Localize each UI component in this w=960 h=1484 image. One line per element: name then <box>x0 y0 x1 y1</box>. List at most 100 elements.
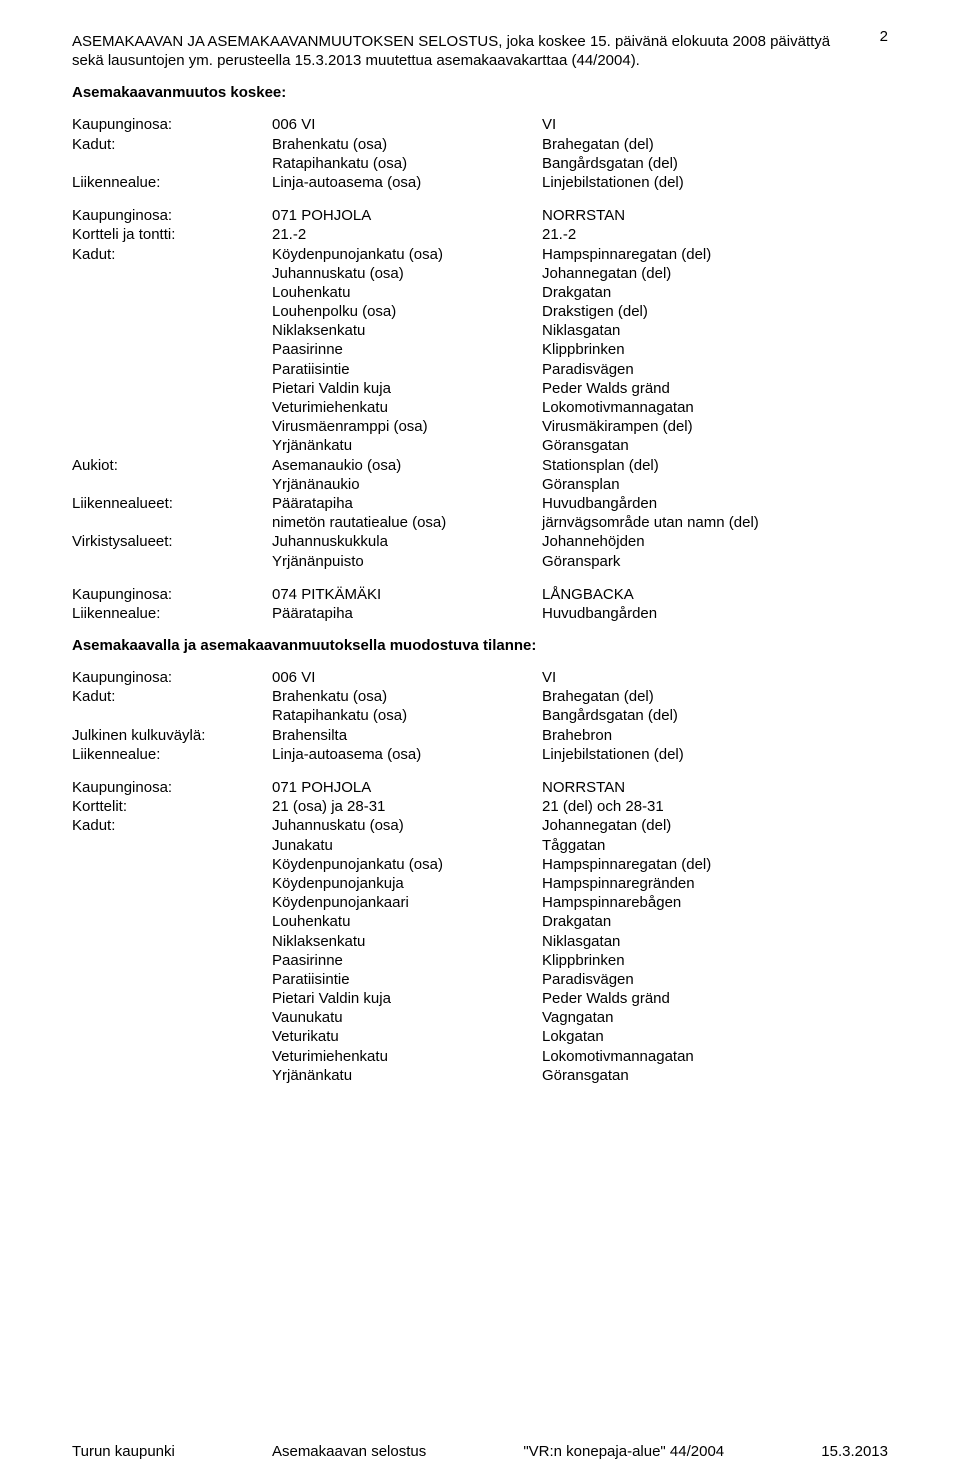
row-right: Drakgatan <box>542 283 888 302</box>
table-row: YrjänänkatuGöransgatan <box>72 436 888 455</box>
table-row: Pietari Valdin kujaPeder Walds gränd <box>72 989 888 1008</box>
row-mid: Pääratapiha <box>272 604 542 623</box>
table-row: NiklaksenkatuNiklasgatan <box>72 321 888 340</box>
row-mid: Yrjänänaukio <box>272 475 542 494</box>
row-mid: Linja-autoasema (osa) <box>272 173 542 192</box>
row-right: Göranspark <box>542 552 888 571</box>
row-label <box>72 154 272 173</box>
table-row: Kaupunginosa: 074 PITKÄMÄKI LÅNGBACKA <box>72 585 888 604</box>
table-row: Liikennealue: Pääratapiha Huvudbangården <box>72 604 888 623</box>
row-right: Johannehöjden <box>542 532 888 551</box>
row-right: NORRSTAN <box>542 778 888 797</box>
row-right: Göransgatan <box>542 1066 888 1085</box>
row-right: Hampspinnaregatan (del) <box>542 855 888 874</box>
row-mid: Vaunukatu <box>272 1008 542 1027</box>
table-row: Louhenpolku (osa)Drakstigen (del) <box>72 302 888 321</box>
table-row: JunakatuTåggatan <box>72 836 888 855</box>
tilanne-block-1: Kaupunginosa: 006 VI VI Kadut: Brahenkat… <box>72 668 888 764</box>
row-mid: Yrjänänkatu <box>272 436 542 455</box>
row-mid: Juhannuskatu (osa) <box>272 816 542 835</box>
row-right: Peder Walds gränd <box>542 379 888 398</box>
row-mid: Louhenkatu <box>272 912 542 931</box>
row-mid: Pietari Valdin kuja <box>272 379 542 398</box>
row-mid: Paasirinne <box>272 951 542 970</box>
row-mid: Köydenpunojankuja <box>272 874 542 893</box>
table-row: ParatiisintieParadisvägen <box>72 970 888 989</box>
table-row: LouhenkatuDrakgatan <box>72 283 888 302</box>
row-label: Aukiot: <box>72 456 272 475</box>
row-right: Göransgatan <box>542 436 888 455</box>
row-right: Niklasgatan <box>542 321 888 340</box>
row-label: Liikennealue: <box>72 173 272 192</box>
row-mid: Köydenpunojankaari <box>272 893 542 912</box>
row-label: Virkistysalueet: <box>72 532 272 551</box>
table-row: Ratapihankatu (osa)Bangårdsgatan (del) <box>72 706 888 725</box>
table-row: NiklaksenkatuNiklasgatan <box>72 932 888 951</box>
row-mid: Yrjänänpuisto <box>272 552 542 571</box>
row-mid: 21.-2 <box>272 225 542 244</box>
row-right: Hampspinnaregränden <box>542 874 888 893</box>
table-row: VeturikatuLokgatan <box>72 1027 888 1046</box>
row-mid: Niklaksenkatu <box>272 932 542 951</box>
row-label: Julkinen kulkuväylä: <box>72 726 272 745</box>
table-row: Kadut: Brahenkatu (osa) Brahegatan (del) <box>72 135 888 154</box>
row-mid: 006 VI <box>272 668 542 687</box>
table-row: Pietari Valdin kujaPeder Walds gränd <box>72 379 888 398</box>
row-mid: Veturimiehenkatu <box>272 1047 542 1066</box>
row-mid: Paratiisintie <box>272 360 542 379</box>
row-mid: Veturikatu <box>272 1027 542 1046</box>
row-mid: Brahenkatu (osa) <box>272 135 542 154</box>
table-row: Kaupunginosa: 006 VI VI <box>72 115 888 134</box>
row-right: NORRSTAN <box>542 206 888 225</box>
row-label: Liikennealue: <box>72 745 272 764</box>
row-label: Kadut: <box>72 816 272 835</box>
row-mid: Pietari Valdin kuja <box>272 989 542 1008</box>
row-label: Kaupunginosa: <box>72 668 272 687</box>
intro-paragraph: ASEMAKAAVAN JA ASEMAKAAVANMUUTOKSEN SELO… <box>72 32 852 70</box>
row-right: VI <box>542 668 888 687</box>
row-mid: Yrjänänkatu <box>272 1066 542 1085</box>
table-row: Liikennealue: Linja-autoasema (osa) Linj… <box>72 173 888 192</box>
row-mid: Asemanaukio (osa) <box>272 456 542 475</box>
row-mid: Linja-autoasema (osa) <box>272 745 542 764</box>
row-right: järnvägsområde utan namn (del) <box>542 513 888 532</box>
row-label: Liikennealueet: <box>72 494 272 513</box>
koskee-block-2: Kaupunginosa: 071 POHJOLA NORRSTAN Kortt… <box>72 206 888 571</box>
table-row: Juhannuskatu (osa)Johannegatan (del) <box>72 264 888 283</box>
row-right: Drakstigen (del) <box>542 302 888 321</box>
row-right: Peder Walds gränd <box>542 989 888 1008</box>
koskee-block-1: Kaupunginosa: 006 VI VI Kadut: Brahenkat… <box>72 115 888 192</box>
table-row: Kaupunginosa: 006 VI VI <box>72 668 888 687</box>
row-mid: Ratapihankatu (osa) <box>272 706 542 725</box>
table-row: VaunukatuVagngatan <box>72 1008 888 1027</box>
table-row: Korttelit: 21 (osa) ja 28-31 21 (del) oc… <box>72 797 888 816</box>
row-mid: 071 POHJOLA <box>272 778 542 797</box>
table-row: PaasirinneKlippbrinken <box>72 340 888 359</box>
document-page: 2 ASEMAKAAVAN JA ASEMAKAAVANMUUTOKSEN SE… <box>0 0 960 1484</box>
footer-right: 15.3.2013 <box>821 1443 888 1460</box>
table-row: Kadut: Brahenkatu (osa) Brahegatan (del) <box>72 687 888 706</box>
row-right: Hampspinnarebågen <box>542 893 888 912</box>
row-right: Drakgatan <box>542 912 888 931</box>
row-label: Kaupunginosa: <box>72 778 272 797</box>
row-right: Brahegatan (del) <box>542 687 888 706</box>
section-heading-tilanne: Asemakaavalla ja asemakaavanmuutoksella … <box>72 637 888 654</box>
table-row: Liikennealueet: Pääratapiha Huvudbangård… <box>72 494 888 513</box>
row-mid: 071 POHJOLA <box>272 206 542 225</box>
row-right: Paradisvägen <box>542 360 888 379</box>
row-right: Klippbrinken <box>542 951 888 970</box>
row-mid: Virusmäenramppi (osa) <box>272 417 542 436</box>
row-right: Lokomotivmannagatan <box>542 1047 888 1066</box>
table-row: YrjänänpuistoGöranspark <box>72 552 888 571</box>
table-row: Kaupunginosa: 071 POHJOLA NORRSTAN <box>72 206 888 225</box>
table-row: Kortteli ja tontti: 21.-2 21.-2 <box>72 225 888 244</box>
row-label: Kadut: <box>72 245 272 264</box>
row-label: Kortteli ja tontti: <box>72 225 272 244</box>
table-row: KöydenpunojankaariHampspinnarebågen <box>72 893 888 912</box>
section-heading-koskee: Asemakaavanmuutos koskee: <box>72 84 888 101</box>
table-row: KöydenpunojankujaHampspinnaregränden <box>72 874 888 893</box>
table-row: Virusmäenramppi (osa)Virusmäkirampen (de… <box>72 417 888 436</box>
table-row: VeturimiehenkatuLokomotivmannagatan <box>72 1047 888 1066</box>
row-mid: 074 PITKÄMÄKI <box>272 585 542 604</box>
table-row: Ratapihankatu (osa) Bangårdsgatan (del) <box>72 154 888 173</box>
